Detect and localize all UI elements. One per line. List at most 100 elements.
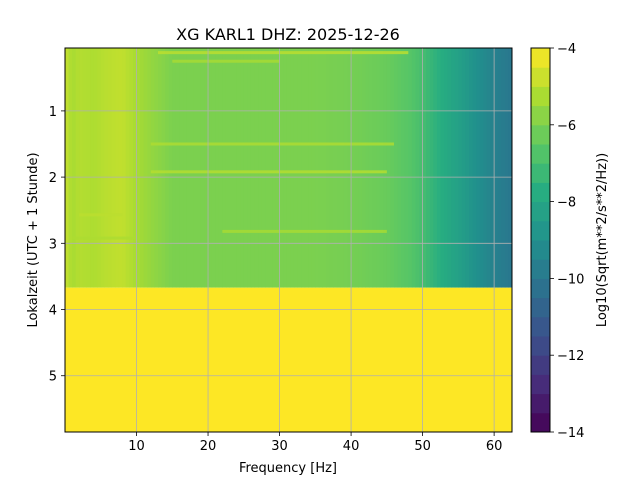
colorbar-tick-label: −12 [557,349,584,364]
spectrogram-column [111,48,116,288]
spectrogram-column [122,48,127,288]
colorbar-segment [531,259,550,279]
spectrogram-column [68,48,73,288]
spectrogram-column [333,48,338,288]
colorbar-segment [531,201,550,222]
colorbar-segment [531,278,550,299]
spectrogram-column [351,48,356,288]
spectrogram-column [490,48,495,288]
spectrogram-column [379,48,384,288]
spectrogram-column [497,48,502,288]
spectrogram-column [479,48,484,288]
x-tick-label: 30 [271,439,288,454]
colorbar-segment [531,355,550,375]
spectrogram-column [433,48,438,288]
colorbar-ticks: −4 −6 −8 −10 −12 −14 [550,42,584,441]
colorbar-segment [531,412,550,433]
spectrogram-column [107,48,113,288]
spectrogram-column [415,48,420,288]
spectrogram-column [476,48,481,288]
spectrogram-column [461,48,467,288]
spectrogram-column [265,48,270,288]
spectrogram-column [136,48,141,288]
spectrogram-column [247,48,252,288]
spectrogram-column [254,48,259,288]
colorbar-tick-label: −8 [557,196,576,211]
spectrogram-column [486,48,492,288]
spectrogram-column [322,48,327,288]
spectrogram-column [147,48,152,288]
spectrogram-column [233,48,238,288]
spectrogram-column [301,48,306,288]
spectrogram-column [208,48,213,288]
x-tick-label: 60 [486,439,503,454]
colorbar-segment [531,220,550,241]
spectrogram-column [225,48,231,288]
spectrogram-column [340,48,345,288]
colorbar-tick-label: −6 [557,119,576,134]
bright-streak [150,170,387,174]
spectrogram-column [372,48,377,288]
spectrogram-column [419,48,424,288]
spectrogram-column [454,48,459,288]
colorbar-segment [531,105,550,126]
y-tick-label: 3 [49,237,57,252]
spectrogram-column [211,48,216,288]
colorbar-segment [531,144,550,164]
spectrogram-column [200,48,206,288]
spectrogram-column [261,48,266,288]
y-axis-title: Lokalzeit (UTC + 1 Stunde) [26,152,41,327]
spectrogram-column [336,48,341,288]
spectrogram-column [240,48,245,288]
spectrogram-column [447,48,452,288]
spectrogram-column [125,48,130,288]
spectrogram-column [376,48,381,288]
spectrogram-column [272,48,277,288]
x-tick-label: 10 [128,439,145,454]
y-tick-label: 4 [49,304,57,319]
spectrogram-column [197,48,202,288]
spectrogram-column [347,48,352,288]
spectrogram-column [222,48,227,288]
x-axis-title: Frequency [Hz] [239,461,337,476]
spectrogram-column [436,48,442,288]
spectrogram-column [304,48,309,288]
x-tick-label: 40 [343,439,360,454]
y-tick-label: 2 [49,171,57,186]
spectrogram-column [283,48,288,288]
plot-frame [64,47,513,433]
spectrogram-column [97,48,102,288]
spectrogram-column [250,48,256,288]
spectrogram-column [215,48,220,288]
colorbar-segment [531,240,550,260]
spectrogram-column [504,48,510,288]
colorbar-segment [531,86,550,107]
spectrogram-column [465,48,470,288]
spectrogram-column [444,48,449,288]
spectrogram-column [311,48,316,288]
y-tick-label: 5 [49,370,57,385]
spectrogram-column [218,48,223,288]
spectrogram-column [204,48,209,288]
spectrogram-column [365,48,370,288]
spectrogram-column [118,48,123,288]
colorbar [531,48,550,433]
spectrogram-column [186,48,191,288]
bright-streak [222,229,387,233]
spectrogram-column [154,48,159,288]
spectrogram-column [179,48,184,288]
spectrogram-column [175,48,181,288]
colorbar-tick-label: −4 [557,42,576,57]
spectrogram-column [386,48,392,288]
grid-lines [65,48,512,432]
spectrogram-column [115,48,120,288]
colorbar-segment [531,124,550,145]
spectrogram-column [393,48,399,288]
spectrogram-column [472,48,477,288]
spectrogram-plot-area [65,48,512,432]
spectrogram-column [75,48,80,288]
y-axis-ticks: 1 2 3 4 5 [49,105,65,385]
spectrogram-column [258,48,263,288]
spectrogram-column [104,48,109,288]
